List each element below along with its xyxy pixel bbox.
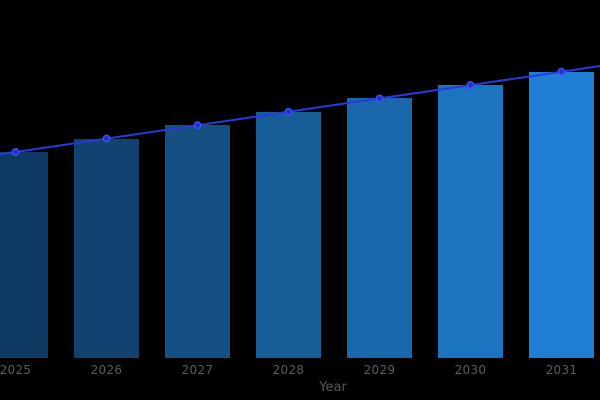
x-tick-label-2025: 2025 — [0, 363, 32, 377]
x-tick-label-2030: 2030 — [454, 363, 487, 377]
x-tick-label-2027: 2027 — [181, 363, 214, 377]
x-tick-label-2029: 2029 — [363, 363, 396, 377]
bar-2026 — [74, 138, 139, 358]
x-tick-label-2026: 2026 — [90, 363, 123, 377]
x-tick-label-2028: 2028 — [272, 363, 305, 377]
bar-2027 — [165, 125, 230, 358]
x-tick-label-2031: 2031 — [545, 363, 578, 377]
x-axis-title: Year — [319, 380, 347, 395]
bar-2025 — [0, 152, 48, 358]
